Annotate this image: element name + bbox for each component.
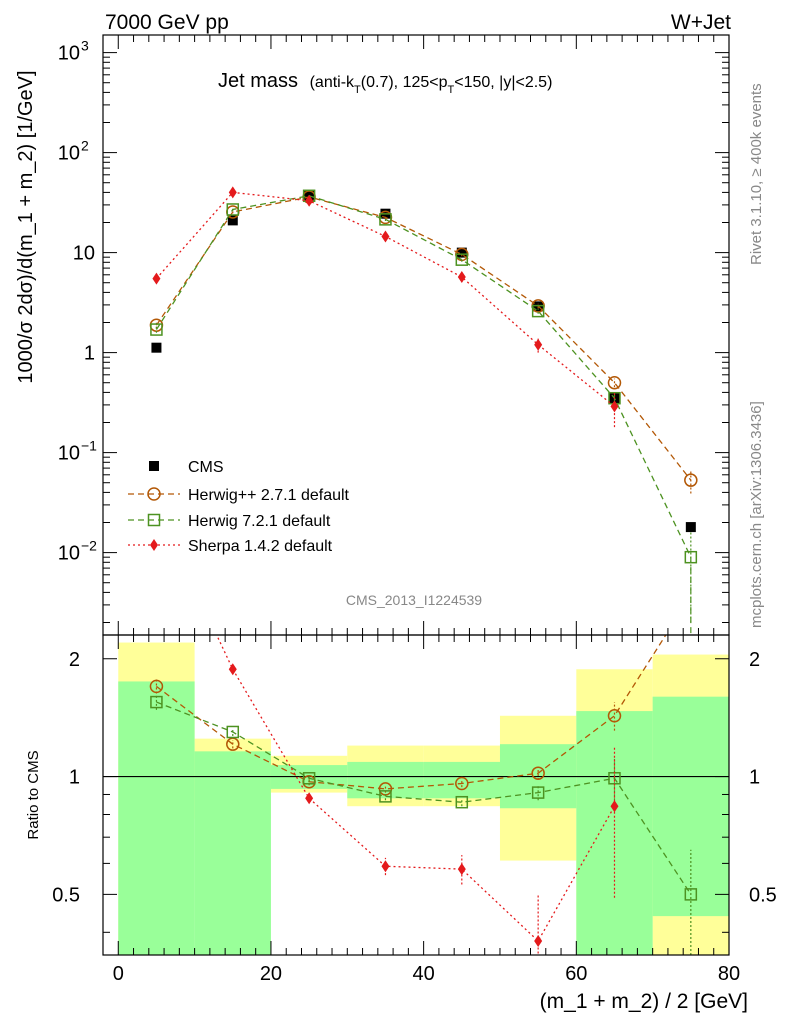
main-sherpa-1-4-2-default-point bbox=[534, 338, 543, 351]
main-herwig-2-7-1-default-line bbox=[155, 196, 692, 481]
main-ytick-label-exp: −1 bbox=[81, 438, 97, 454]
plot-title-main: Jet mass bbox=[218, 70, 298, 92]
main-cms-point bbox=[151, 342, 162, 353]
legend-marker bbox=[149, 461, 159, 471]
ratio-ytick-label-right: 1 bbox=[749, 767, 760, 789]
legend-marker bbox=[150, 539, 158, 551]
main-herwig-7-2-1-default-point bbox=[226, 203, 240, 216]
main-ytick-label: 10 bbox=[58, 143, 80, 165]
main-herwig-7-2-1-default-line bbox=[155, 195, 692, 558]
mcplots-label: mcplots.cern.ch [arXiv:1306.3436] bbox=[748, 401, 765, 628]
legend-marker bbox=[147, 487, 161, 501]
ratio-xtick-label: 40 bbox=[413, 963, 435, 985]
main-ytick-label: 10 bbox=[58, 43, 80, 65]
band-inner bbox=[347, 761, 424, 799]
plot-title-sub: (anti-kT(0.7), 125<pT<150, |y|<2.5) bbox=[310, 74, 553, 96]
main-herwig-7-2-1-default-point bbox=[379, 213, 392, 226]
ratio-herwig-7-2-1-default-point bbox=[684, 888, 698, 901]
main-herwig-2-7-1-default-point bbox=[607, 375, 622, 390]
main-ytick-label: 10 bbox=[58, 543, 80, 565]
main-herwig-7-2-1-default-point bbox=[531, 304, 545, 318]
ratio-herwig-7-2-1-default-point bbox=[226, 725, 240, 739]
ratio-ytick-label-right: 2 bbox=[749, 649, 760, 671]
ratio-herwig-7-2-1-default-point bbox=[531, 786, 545, 799]
watermark: CMS_2013_I1224539 bbox=[346, 592, 482, 608]
header-left: 7000 GeV pp bbox=[105, 11, 229, 34]
main-sherpa-1-4-2-default-point bbox=[457, 271, 466, 284]
ratio-xtick-label: 20 bbox=[260, 963, 282, 985]
main-sherpa-1-4-2-default-point bbox=[381, 230, 390, 243]
main-ytick-label-exp: 3 bbox=[81, 38, 89, 54]
main-ytick-label: 10 bbox=[58, 443, 80, 465]
band-inner bbox=[423, 761, 500, 799]
ratio-frame bbox=[102, 634, 730, 956]
main-ylabel: 1000/σ 2dσ)/d(m_1 + m_2) [1/GeV] bbox=[15, 70, 37, 383]
main-cms-point bbox=[227, 215, 238, 226]
ratio-sherpa-1-4-2-default-point bbox=[457, 863, 466, 876]
header-right: W+Jet bbox=[671, 11, 731, 34]
ratio-sherpa-1-4-2-default-point bbox=[305, 792, 314, 805]
main-herwig-7-2-1-default-point bbox=[455, 253, 469, 266]
main-sherpa-1-4-2-default-point bbox=[305, 194, 314, 207]
legend-label: Herwig++ 2.7.1 default bbox=[188, 487, 350, 504]
ratio-ylabel: Ratio to CMS bbox=[25, 750, 42, 839]
ratio-ytick-label-right: 0.5 bbox=[749, 884, 777, 906]
ratio-xtick-label: 80 bbox=[718, 963, 740, 985]
ratio-xlabel: (m_1 + m_2) / 2 [GeV] bbox=[540, 990, 748, 1013]
band-inner bbox=[194, 751, 271, 955]
ratio-herwig-7-2-1-default-point bbox=[150, 695, 163, 709]
main-sherpa-1-4-2-default-point bbox=[610, 400, 619, 413]
ratio-herwig-2-7-1-default-line bbox=[156, 635, 667, 790]
ratio-herwig-2-7-1-default-point bbox=[149, 679, 164, 694]
band-inner bbox=[118, 681, 195, 955]
ratio-sherpa-1-4-2-default-point bbox=[610, 800, 619, 813]
ratio-sherpa-1-4-2-default-point bbox=[228, 663, 237, 676]
plot-title: Jet mass (anti-kT(0.7), 125<pT<150, |y|<… bbox=[218, 70, 552, 96]
ratio-herwig-7-2-1-default-point bbox=[455, 795, 469, 809]
ratio-xtick-label: 60 bbox=[565, 963, 587, 985]
ratio-sherpa-1-4-2-default-point bbox=[381, 860, 390, 873]
main-sherpa-1-4-2-default-point bbox=[228, 186, 237, 199]
legend-marker bbox=[147, 513, 161, 527]
legend-label: Sherpa 1.4.2 default bbox=[188, 538, 333, 555]
ratio-ytick-label-left: 1 bbox=[69, 767, 80, 789]
main-ytick-label: 1 bbox=[84, 343, 95, 365]
ratio-herwig-2-7-1-default-point bbox=[531, 766, 545, 780]
ratio-ytick-label-left: 0.5 bbox=[52, 884, 80, 906]
main-ytick-label-exp: 2 bbox=[81, 138, 89, 154]
ratio-herwig-7-2-1-default-point bbox=[302, 772, 316, 785]
legend-label: Herwig 7.2.1 default bbox=[188, 513, 331, 530]
band-inner bbox=[652, 696, 729, 917]
main-sherpa-1-4-2-default-point bbox=[152, 272, 161, 285]
ratio-herwig-7-2-1-default-point bbox=[379, 790, 392, 803]
main-ytick-label: 10 bbox=[73, 243, 95, 265]
main-herwig-7-2-1-default-point bbox=[150, 323, 163, 336]
ratio-sherpa-1-4-2-default-point bbox=[152, 500, 160, 512]
main-ytick-label-exp: −2 bbox=[81, 538, 97, 554]
ratio-sherpa-1-4-2-default-point bbox=[534, 935, 543, 948]
rivet-label: Rivet 3.1.10, ≥ 400k events bbox=[748, 83, 765, 265]
ratio-panel: 2 2 1 1 0.5 0.5 0 20 40 60 80 Ratio to CMS (m_1 + … bbox=[25, 500, 777, 1013]
main-cms-point bbox=[456, 247, 467, 258]
main-herwig-2-7-1-default-point bbox=[684, 473, 698, 487]
ratio-ytick-label-left: 2 bbox=[69, 649, 80, 671]
ratio-xtick-label: 0 bbox=[113, 963, 124, 985]
legend: CMS Herwig++ 2.7.1 default Herwig 7.2.1 de… bbox=[128, 459, 350, 555]
ratio-herwig-2-7-1-default-point bbox=[455, 776, 469, 791]
main-cms-point bbox=[685, 522, 696, 533]
ratio-herwig-2-7-1-default-point bbox=[607, 709, 622, 723]
legend-label: CMS bbox=[188, 459, 224, 476]
